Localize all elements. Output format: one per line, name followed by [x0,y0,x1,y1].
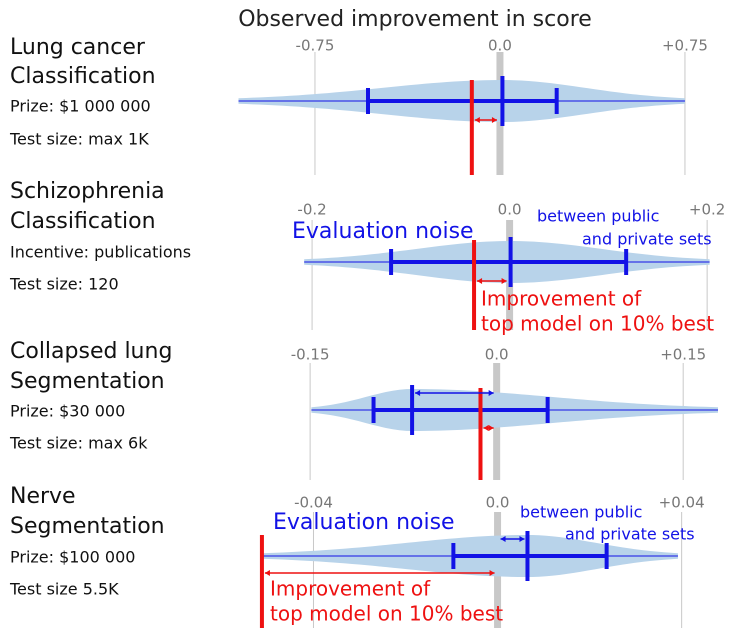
panel-name: Lung cancer [10,35,146,60]
x-tick-label: +0.04 [659,494,705,512]
improvement-note: top model on 10% best [481,312,714,336]
panel-detail: Test size: 120 [9,275,119,294]
improvement-arrow-head [483,425,489,431]
noise-label: Evaluation noise [292,219,474,244]
panel-name: Nerve [10,484,76,509]
improvement-arrow-head [264,570,270,576]
improvement-note: Improvement of [481,287,642,311]
noise-note: between public [537,207,659,226]
improvement-note: Improvement of [270,577,431,601]
noise-arrow-head [519,536,525,542]
noise-arrow-head [488,390,494,396]
noise-arrow-head [500,536,506,542]
x-tick-label: 0.0 [485,346,509,364]
x-tick-label: -0.2 [297,201,326,219]
noise-note: and private sets [565,525,695,544]
x-tick-label: +0.2 [689,201,725,219]
x-tick-label: -0.15 [291,346,330,364]
panel-detail: Incentive: publications [10,243,191,262]
x-tick-label: +0.75 [662,37,708,55]
panel-detail: Prize: $1 000 000 [10,97,151,116]
panel-detail: Prize: $100 000 [10,548,135,567]
panel-name: Collapsed lung [10,339,172,364]
improvement-arrow-head [501,278,507,284]
panel-name: Schizophrenia [10,179,165,204]
improvement-note: top model on 10% best [270,602,503,626]
x-tick-label: -0.75 [296,37,335,55]
noise-note: between public [520,503,642,522]
improvement-arrow-head [474,117,480,123]
x-tick-label: 0.0 [488,37,512,55]
panel-name: Segmentation [10,514,165,539]
noise-note: and private sets [582,230,712,249]
improvement-arrow-head [488,425,494,431]
noise-label: Evaluation noise [273,510,455,535]
improvement-arrow-head [489,570,495,576]
improvement-arrow-head [477,278,483,284]
panel-detail: Prize: $30 000 [10,402,125,421]
improvement-arrow-head [491,117,497,123]
x-tick-label: +0.15 [660,346,706,364]
noise-arrow-head [415,390,421,396]
panel-detail: Test size: max 6k [9,434,148,453]
x-tick-label: 0.0 [498,201,522,219]
panel-name: Segmentation [10,369,165,394]
panel-name: Classification [10,64,156,89]
panel-detail: Test size: max 1K [9,130,149,149]
panel-name: Classification [10,209,156,234]
x-tick-label: -0.04 [294,494,333,512]
x-tick-label: 0.0 [486,494,510,512]
figure-title: Observed improvement in score [238,7,592,32]
panel-detail: Test size 5.5K [9,580,119,599]
